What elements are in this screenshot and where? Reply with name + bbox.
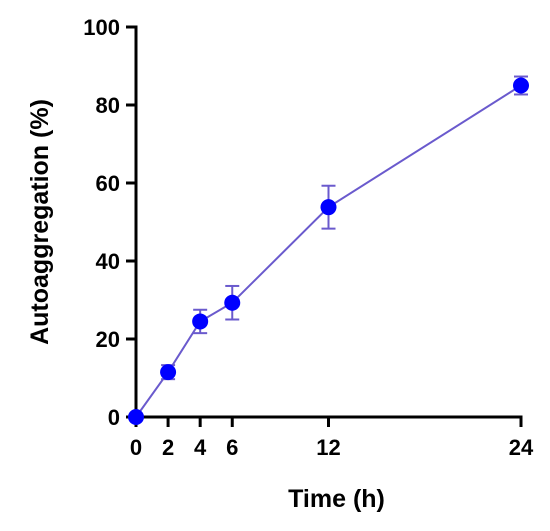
y-tick-label: 20 <box>96 327 120 352</box>
x-axis-ticks: 0 2 4 6 12 24 <box>130 417 534 460</box>
x-tick-label: 4 <box>194 435 207 460</box>
x-tick-label: 2 <box>162 435 174 460</box>
data-point <box>160 364 177 381</box>
series-line <box>135 84 522 418</box>
y-tick-label: 100 <box>83 15 120 40</box>
y-axis-ticks: 0 20 40 60 80 100 <box>83 15 136 430</box>
y-axis-title: Autoaggregation (%) <box>26 99 54 345</box>
data-point <box>224 294 241 311</box>
y-tick-label: 80 <box>96 93 120 118</box>
y-tick-label: 40 <box>96 249 120 274</box>
x-tick-label: 0 <box>130 435 142 460</box>
x-tick-label: 6 <box>226 435 238 460</box>
x-tick-label: 12 <box>316 435 340 460</box>
data-point <box>192 313 209 330</box>
x-tick-label: 24 <box>509 435 534 460</box>
data-point <box>320 199 337 216</box>
data-point <box>128 409 144 425</box>
data-point <box>513 77 529 94</box>
y-tick-label: 0 <box>108 405 120 430</box>
series-layer <box>128 75 529 425</box>
x-axis-title: Time (h) <box>288 485 385 513</box>
y-tick-label: 60 <box>96 171 120 196</box>
